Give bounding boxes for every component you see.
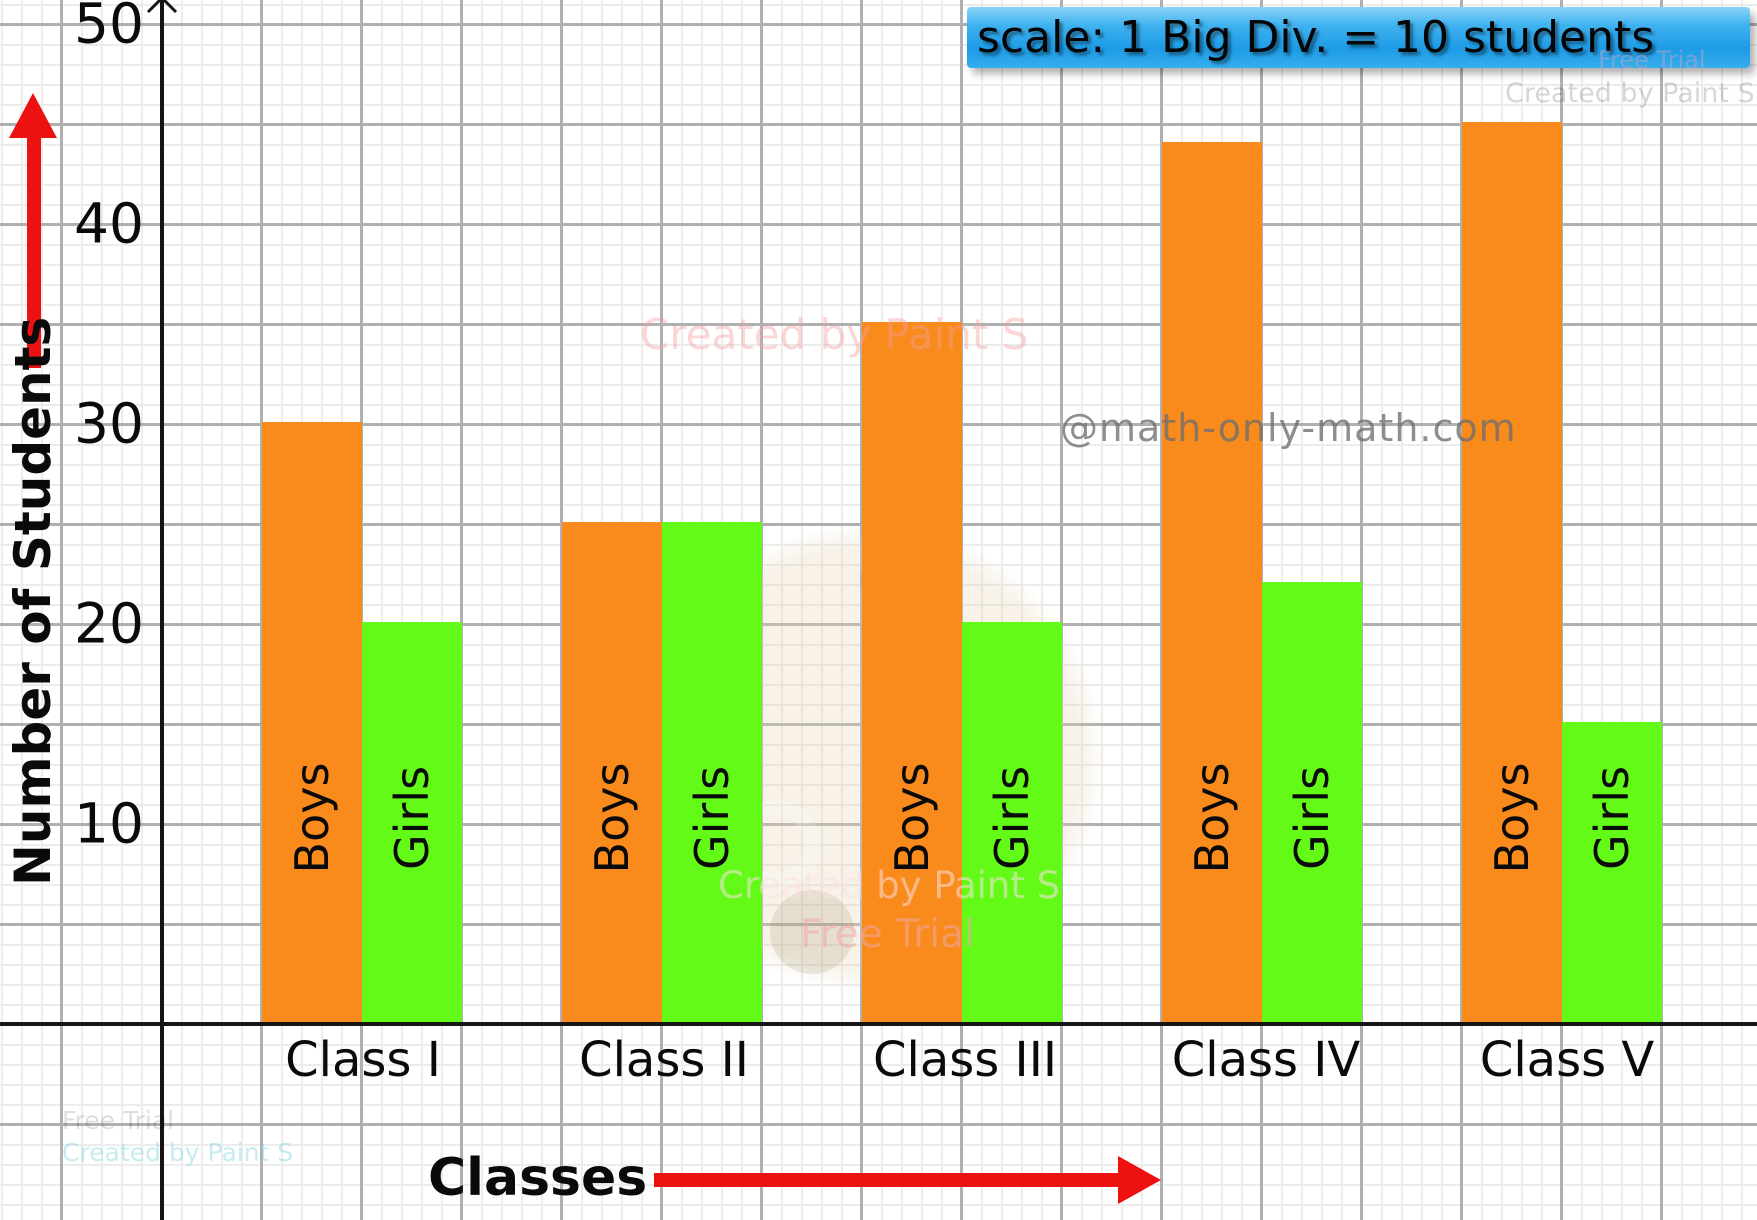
watermark-created-top-right: Created by Paint S — [1505, 78, 1755, 109]
watermark-free-trial-bottom-left: Free Trial — [62, 1106, 175, 1135]
y-axis-title: Number of Students — [4, 316, 62, 886]
x-axis-line — [0, 1022, 1757, 1026]
bar-class-4-girls: Girls — [1262, 582, 1362, 1022]
scale-legend: scale: 1 Big Div. = 10 students — [967, 7, 1750, 68]
watermark-site-url: @math-only-math.com — [1060, 406, 1517, 450]
watermark-created-upper-center: Created by Paint S — [640, 310, 1029, 359]
bar-label-girls: Girls — [1585, 765, 1639, 871]
y-tick-10: 10 — [74, 791, 144, 856]
bar-label-boys: Boys — [585, 762, 639, 874]
category-label-class-3: Class III — [872, 1032, 1058, 1088]
bar-label-boys: Boys — [285, 762, 339, 874]
bar-label-boys: Boys — [1485, 762, 1539, 874]
watermark-created-bottom-left: Created by Paint S — [62, 1138, 294, 1167]
x-axis-right-arrow-icon — [1118, 1156, 1161, 1204]
bar-class-5-girls: Girls — [1562, 722, 1662, 1022]
category-label-class-2: Class II — [579, 1032, 749, 1088]
category-label-class-5: Class V — [1479, 1032, 1655, 1088]
scale-legend-text: scale: 1 Big Div. = 10 students — [977, 12, 1655, 63]
y-tick-30: 30 — [74, 391, 144, 456]
bar-label-girls: Girls — [1285, 765, 1339, 871]
bar-class-5-boys: Boys — [1462, 122, 1562, 1022]
bar-class-2-boys: Boys — [562, 522, 662, 1022]
bar-class-1-girls: Girls — [362, 622, 462, 1022]
bar-label-girls: Girls — [385, 765, 439, 871]
category-label-class-4: Class IV — [1171, 1032, 1361, 1088]
y-tick-50: 50 — [74, 0, 144, 56]
bar-class-3-girls: Girls — [962, 622, 1062, 1022]
bar-class-3-boys: Boys — [862, 322, 962, 1022]
y-axis-line — [160, 0, 164, 1220]
y-tick-40: 40 — [74, 191, 144, 256]
bar-label-boys: Boys — [1185, 762, 1239, 874]
y-axis-top-tick-icon — [146, 0, 178, 14]
bar-class-4-boys: Boys — [1162, 142, 1262, 1022]
x-axis-title: Classes — [428, 1148, 648, 1208]
category-label-class-1: Class I — [285, 1032, 441, 1088]
bar-label-boys: Boys — [885, 762, 939, 874]
bar-class-1-boys: Boys — [262, 422, 362, 1022]
y-axis-up-arrow-icon — [9, 93, 57, 138]
y-tick-20: 20 — [74, 591, 144, 656]
bar-label-girls: Girls — [985, 765, 1039, 871]
bar-class-2-girls: Girls — [662, 522, 762, 1022]
y-axis-up-arrow-shaft — [27, 135, 41, 368]
bar-label-girls: Girls — [685, 765, 739, 871]
x-axis-right-arrow-shaft — [654, 1173, 1119, 1187]
